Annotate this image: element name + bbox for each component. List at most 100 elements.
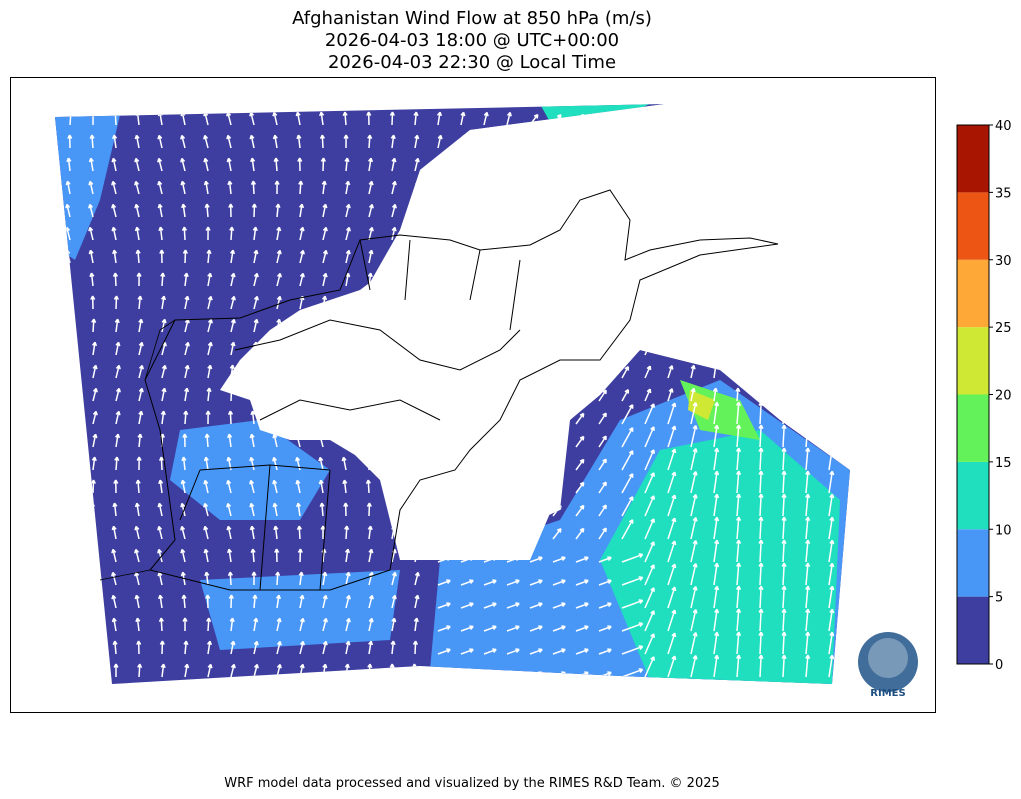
wind-arrow bbox=[667, 388, 674, 402]
wind-arrow bbox=[391, 226, 397, 241]
wind-arrow bbox=[111, 180, 117, 195]
wind-arrow bbox=[598, 527, 607, 540]
wind-arrow bbox=[206, 249, 212, 264]
wind-arrow bbox=[157, 157, 163, 172]
wind-arrow bbox=[227, 548, 233, 563]
wind-arrow bbox=[298, 571, 304, 586]
wind-arrow bbox=[391, 594, 397, 609]
wind-arrow bbox=[828, 631, 835, 655]
wind-arrow bbox=[781, 631, 787, 655]
wind-arrow bbox=[272, 456, 278, 471]
wind-arrow bbox=[391, 203, 397, 218]
wind-arrow bbox=[226, 479, 232, 494]
wind-arrow bbox=[389, 111, 395, 126]
wind-arrow bbox=[65, 203, 71, 218]
wind-arrow bbox=[552, 527, 562, 540]
wind-arrow bbox=[88, 180, 94, 195]
wind-arrow bbox=[182, 249, 188, 264]
wind-arrow bbox=[644, 495, 655, 517]
rimes-logo: RIMES bbox=[858, 632, 918, 699]
wind-arrow bbox=[180, 479, 186, 494]
wind-arrow bbox=[345, 226, 351, 241]
wind-arrow bbox=[276, 295, 282, 310]
no-data-area bbox=[440, 490, 560, 560]
wind-arrow bbox=[506, 579, 520, 586]
wind-arrow bbox=[253, 272, 259, 287]
wind-arrow bbox=[341, 456, 347, 471]
wind-arrow bbox=[252, 594, 258, 609]
wind-arrow bbox=[65, 180, 71, 195]
wind-arrow bbox=[207, 364, 213, 379]
wind-arrow bbox=[160, 295, 167, 310]
wind-arrow bbox=[299, 226, 305, 241]
wind-arrow bbox=[161, 387, 167, 402]
wind-arrow bbox=[414, 134, 420, 149]
wind-arrow bbox=[437, 579, 451, 586]
wind-arrow bbox=[276, 617, 282, 632]
colorbar-tick-label: 35 bbox=[995, 186, 1012, 201]
wind-arrow bbox=[183, 640, 189, 655]
wind-arrow bbox=[644, 426, 655, 448]
wind-arrow bbox=[621, 404, 634, 425]
wind-arrow bbox=[253, 295, 259, 310]
wind-arrow bbox=[391, 157, 397, 172]
wind-arrow bbox=[575, 527, 585, 540]
wind-arrow bbox=[667, 563, 677, 586]
wind-arrow bbox=[206, 387, 212, 402]
wind-arrow bbox=[598, 579, 612, 586]
wind-arrow bbox=[621, 427, 634, 448]
wind-arrow bbox=[138, 387, 144, 402]
wind-arrow bbox=[575, 504, 585, 517]
wind-arrow bbox=[276, 640, 282, 655]
wind-arrow bbox=[690, 540, 698, 563]
wind-arrow bbox=[230, 272, 236, 287]
wind-arrow bbox=[296, 525, 302, 540]
wind-arrow bbox=[230, 318, 236, 333]
wind-arrow bbox=[157, 203, 163, 218]
wind-arrow bbox=[229, 617, 235, 632]
wind-arrow bbox=[342, 479, 348, 494]
wind-arrow bbox=[275, 203, 281, 218]
wind-arrow bbox=[253, 318, 259, 333]
wind-arrow bbox=[460, 111, 466, 126]
wind-arrow bbox=[90, 295, 96, 310]
wind-arrow bbox=[598, 412, 607, 425]
wind-arrow bbox=[758, 516, 764, 540]
wind-arrow bbox=[735, 654, 742, 678]
wind-arrow bbox=[230, 640, 236, 655]
wind-arrow bbox=[206, 640, 213, 655]
wind-arrow bbox=[828, 585, 835, 609]
wind-arrow bbox=[160, 663, 166, 678]
wind-arrow bbox=[138, 364, 144, 379]
wind-arrow bbox=[207, 341, 213, 356]
wind-arrow bbox=[805, 585, 811, 609]
wind-arrow bbox=[137, 663, 143, 678]
wind-arrow bbox=[368, 249, 374, 264]
wind-arrow bbox=[249, 502, 255, 517]
wind-arrow bbox=[272, 111, 278, 126]
wind-arrow bbox=[227, 571, 233, 586]
wind-arrow bbox=[204, 433, 210, 448]
wind-arrow bbox=[690, 563, 698, 586]
wind-arrow bbox=[735, 424, 742, 448]
wind-arrow bbox=[781, 516, 787, 540]
wind-arrow bbox=[92, 387, 98, 402]
wind-arrow bbox=[805, 470, 811, 494]
logo-text: RIMES bbox=[870, 688, 905, 699]
wind-arrow bbox=[112, 134, 118, 149]
wind-arrow bbox=[319, 134, 326, 149]
wind-arrow bbox=[111, 525, 117, 540]
wind-arrow bbox=[203, 134, 209, 149]
wind-arrow bbox=[249, 479, 255, 494]
wind-arrow bbox=[621, 645, 644, 655]
title-line: 2026-04-03 18:00 @ UTC+00:00 bbox=[325, 30, 619, 51]
wind-arrow bbox=[138, 318, 144, 333]
wind-arrow bbox=[437, 648, 451, 655]
wind-arrow bbox=[368, 180, 374, 195]
wind-arrow bbox=[598, 556, 612, 563]
colorbar-segment bbox=[957, 394, 989, 462]
wind-arrow bbox=[598, 625, 612, 632]
wind-arrow bbox=[735, 470, 742, 494]
wind-arrow bbox=[203, 180, 209, 195]
wind-arrow bbox=[161, 364, 167, 379]
